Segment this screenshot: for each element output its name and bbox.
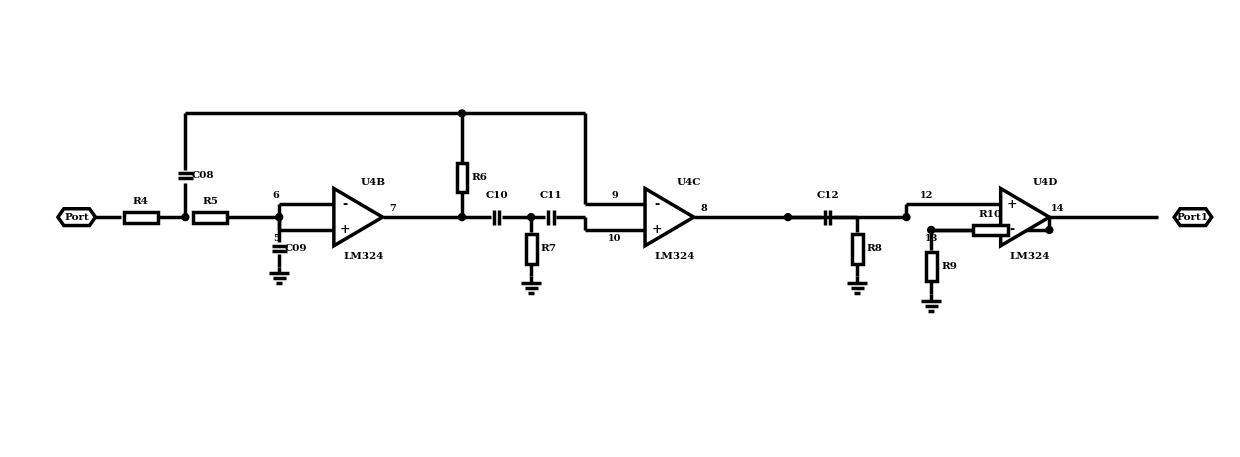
- Bar: [926, 252, 936, 282]
- Bar: [973, 224, 1008, 235]
- Text: -: -: [1009, 223, 1014, 236]
- Polygon shape: [1001, 188, 1049, 246]
- Circle shape: [1045, 227, 1053, 234]
- Text: LM324: LM324: [1009, 252, 1050, 261]
- Text: 13: 13: [925, 234, 937, 244]
- Polygon shape: [58, 209, 95, 226]
- Bar: [192, 212, 227, 223]
- Bar: [526, 234, 537, 264]
- Text: 14: 14: [1050, 204, 1064, 213]
- Bar: [124, 212, 159, 223]
- Text: 7: 7: [389, 204, 396, 213]
- Text: R9: R9: [941, 262, 957, 271]
- Circle shape: [275, 214, 283, 221]
- Text: 6: 6: [273, 191, 279, 200]
- Polygon shape: [1174, 209, 1211, 226]
- Text: Port1: Port1: [1177, 213, 1209, 222]
- Text: LM324: LM324: [655, 252, 694, 261]
- Bar: [456, 163, 467, 192]
- Circle shape: [928, 227, 935, 234]
- Text: U4B: U4B: [361, 178, 386, 187]
- Circle shape: [182, 214, 188, 221]
- Text: C08: C08: [192, 171, 215, 180]
- Text: C12: C12: [816, 191, 838, 200]
- Text: 9: 9: [611, 191, 619, 200]
- Text: C09: C09: [285, 244, 308, 253]
- Circle shape: [785, 214, 791, 221]
- Circle shape: [903, 214, 910, 221]
- Text: Port: Port: [64, 213, 89, 222]
- Text: 5: 5: [273, 234, 279, 244]
- Text: -: -: [342, 198, 348, 211]
- Text: 12: 12: [920, 191, 932, 200]
- Circle shape: [459, 214, 465, 221]
- Text: R6: R6: [471, 173, 487, 182]
- Polygon shape: [645, 188, 693, 246]
- Circle shape: [459, 110, 465, 117]
- Polygon shape: [334, 188, 383, 246]
- Text: +: +: [1007, 198, 1018, 211]
- Text: LM324: LM324: [343, 252, 383, 261]
- Text: C10: C10: [485, 191, 508, 200]
- Text: U4D: U4D: [1032, 178, 1058, 187]
- Text: 10: 10: [609, 234, 621, 244]
- Text: -: -: [653, 198, 660, 211]
- Text: +: +: [340, 223, 351, 236]
- Text: 8: 8: [701, 204, 707, 213]
- Text: C11: C11: [539, 191, 562, 200]
- Text: R8: R8: [867, 244, 883, 253]
- Text: R5: R5: [202, 197, 218, 206]
- Text: U4C: U4C: [677, 178, 702, 187]
- Text: R10: R10: [978, 210, 1002, 219]
- Bar: [852, 234, 863, 264]
- Text: +: +: [651, 223, 662, 236]
- Circle shape: [528, 214, 534, 221]
- Text: R7: R7: [541, 244, 557, 253]
- Text: R4: R4: [133, 197, 149, 206]
